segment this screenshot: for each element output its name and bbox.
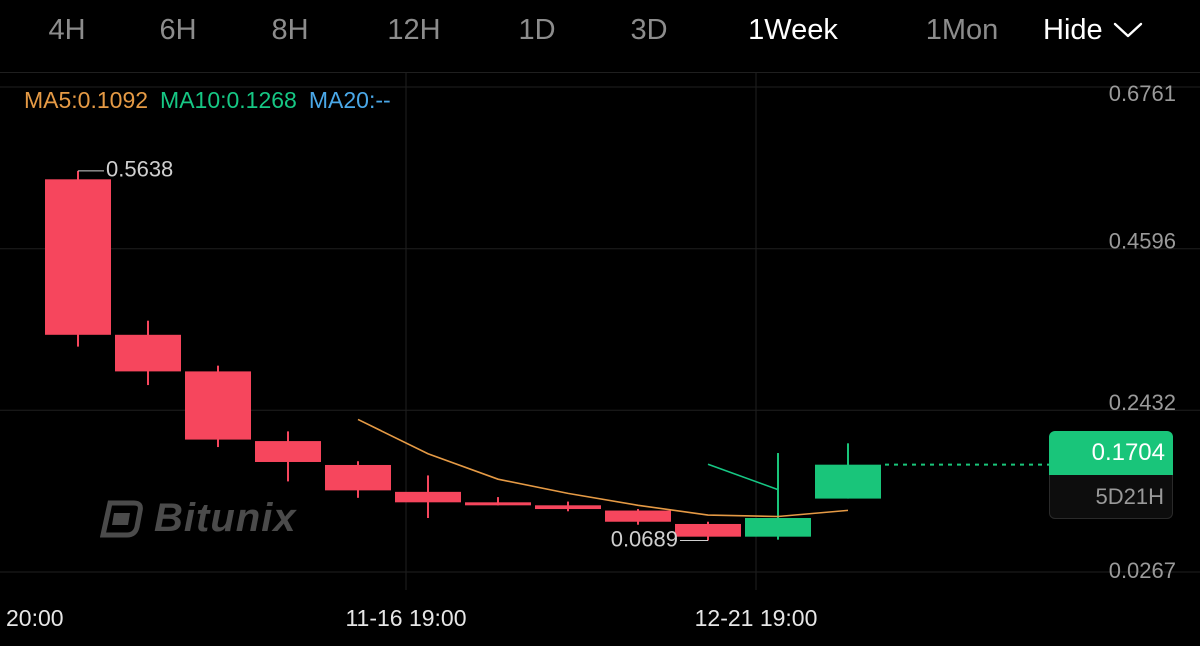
y-tick-label: 0.4596 bbox=[1109, 229, 1176, 254]
candle bbox=[255, 431, 321, 482]
x-tick-label: 20:00 bbox=[6, 605, 64, 631]
moving-averages bbox=[357, 418, 849, 518]
ma-legend: MA5:0.1092 MA10:0.1268 MA20:-- bbox=[24, 86, 391, 114]
tab-1week[interactable]: 1Week bbox=[748, 14, 838, 46]
candle bbox=[605, 509, 671, 525]
y-tick-label: 0.0267 bbox=[1109, 558, 1176, 583]
candle bbox=[325, 461, 391, 498]
candle bbox=[815, 443, 881, 499]
candle bbox=[45, 170, 111, 347]
candle-body bbox=[45, 179, 111, 335]
candle bbox=[675, 521, 741, 541]
candle-body bbox=[255, 441, 321, 462]
candle bbox=[395, 475, 461, 519]
tab-6h[interactable]: 6H bbox=[159, 14, 197, 46]
candle bbox=[535, 501, 601, 512]
candle bbox=[185, 365, 251, 448]
candle-body bbox=[115, 334, 181, 372]
high-price-label: 0.5638 bbox=[106, 157, 173, 182]
candle-body bbox=[465, 502, 531, 506]
low-price-label: 0.0689 bbox=[611, 526, 678, 551]
hide-label: Hide bbox=[1043, 14, 1103, 46]
candle-body bbox=[815, 464, 881, 499]
candle-body bbox=[675, 523, 741, 537]
candle-body bbox=[605, 510, 671, 522]
ma20-value: MA20:-- bbox=[308, 87, 391, 113]
current-price-badge: 0.1704 bbox=[1049, 431, 1173, 475]
candle bbox=[465, 497, 531, 506]
candle-body bbox=[185, 371, 251, 440]
annotations: 0.5638 0.0689 bbox=[78, 157, 1049, 551]
tab-12h[interactable]: 12H bbox=[387, 14, 441, 46]
candle-body bbox=[535, 505, 601, 510]
tab-1mon[interactable]: 1Mon bbox=[925, 14, 999, 46]
candle bbox=[115, 320, 181, 386]
bitunix-watermark: Bitunix bbox=[100, 496, 297, 541]
axes: 0.6761 0.4596 0.2432 0.0267 20:00 11-16 19:00… bbox=[6, 81, 1176, 631]
ma5-value: MA5:0.1092 bbox=[24, 87, 149, 113]
ma10-line bbox=[707, 463, 779, 491]
bitunix-logo-icon bbox=[100, 500, 143, 537]
x-tick-label: 11-16 19:00 bbox=[345, 605, 466, 631]
tab-4h[interactable]: 4H bbox=[48, 14, 86, 46]
candle-countdown: 5D21H bbox=[1049, 475, 1173, 519]
candles bbox=[45, 170, 881, 541]
y-tick-label: 0.6761 bbox=[1109, 81, 1176, 106]
candle-body bbox=[325, 464, 391, 491]
ma5-line bbox=[357, 418, 849, 518]
tab-8h[interactable]: 8H bbox=[271, 14, 309, 46]
watermark-text: Bitunix bbox=[154, 496, 297, 540]
candle bbox=[745, 453, 811, 540]
chevron-down-icon bbox=[1113, 22, 1142, 38]
tab-3d[interactable]: 3D bbox=[630, 14, 668, 46]
timeframe-bar: 4H 6H 8H 12H 1D 3D 1Week 1Mon Hide bbox=[0, 0, 1200, 73]
x-tick-label: 12-21 19:00 bbox=[695, 605, 818, 631]
ma10-value: MA10:0.1268 bbox=[160, 87, 297, 113]
candle-body bbox=[745, 518, 811, 537]
candle-body bbox=[395, 491, 461, 503]
hide-button[interactable]: Hide bbox=[1043, 12, 1143, 48]
y-tick-label: 0.2432 bbox=[1109, 390, 1176, 415]
tab-1d[interactable]: 1D bbox=[518, 14, 556, 46]
